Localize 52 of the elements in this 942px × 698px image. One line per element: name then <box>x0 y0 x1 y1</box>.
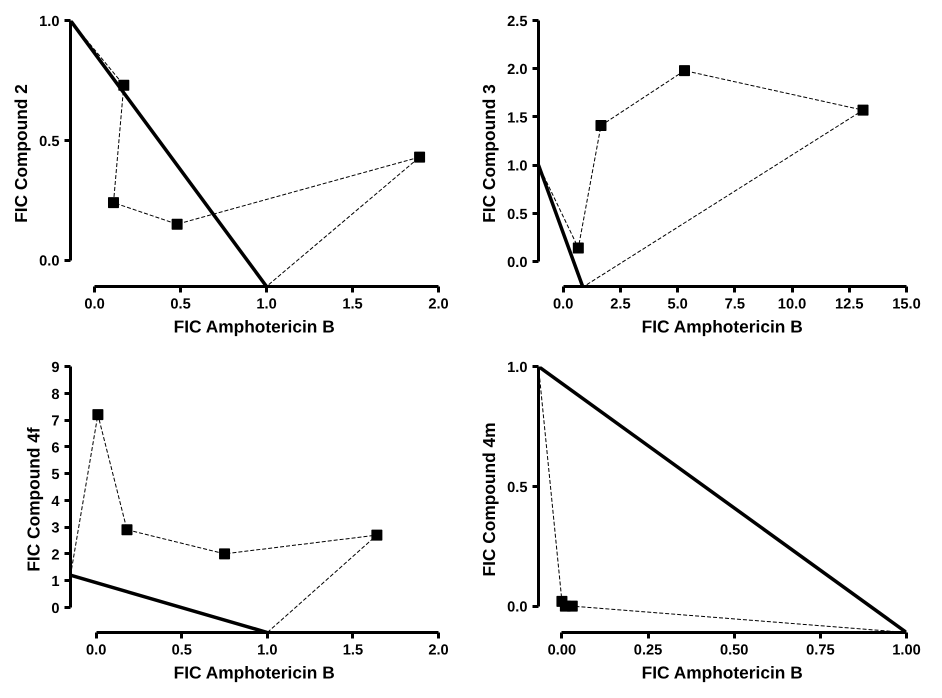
x-tick-label: 0.75 <box>806 642 835 658</box>
x-tick-label: 0.00 <box>548 642 576 658</box>
y-tick-label: 1.0 <box>507 158 528 175</box>
y-tick-label: 9 <box>51 360 60 376</box>
x-tick-label: 0.0 <box>553 296 574 312</box>
y-tick-label: 3 <box>51 520 60 537</box>
x-tick-label: 2.0 <box>428 642 449 658</box>
x-tick-label: 1.5 <box>342 296 363 312</box>
x-axis-title: FIC Amphotericin B <box>642 662 803 682</box>
y-tick-label: 0.0 <box>39 254 60 270</box>
x-tick-label: 2.5 <box>610 296 631 312</box>
x-tick-label: 10.0 <box>778 296 806 312</box>
y-axis-title: FIC Compound 3 <box>479 84 500 223</box>
x-tick-label: 0.0 <box>86 642 106 658</box>
y-tick-label: 1.5 <box>507 110 528 126</box>
y-tick-label: 0 <box>51 600 60 617</box>
y-tick-label: 0.0 <box>507 600 528 616</box>
x-tick-label: 1.0 <box>256 296 277 312</box>
y-tick-label: 1.0 <box>507 360 528 376</box>
y-tick-label: 1.0 <box>39 14 60 30</box>
x-tick-label: 0.5 <box>172 642 192 658</box>
x-tick-label: 0.50 <box>720 642 748 658</box>
y-tick-label: 0.5 <box>39 134 60 150</box>
x-tick-label: 1.00 <box>892 642 921 658</box>
y-tick-label: 6 <box>51 440 60 456</box>
y-tick-label: 4 <box>51 494 60 510</box>
x-tick-label: 1.0 <box>257 642 278 658</box>
y-tick-label: 2.5 <box>507 14 528 30</box>
y-axis-title: FIC Compound 2 <box>11 84 32 223</box>
x-tick-label: 2.0 <box>428 296 449 312</box>
y-tick-label: 0.5 <box>507 480 528 496</box>
x-axis-title: FIC Amphotericin B <box>642 316 803 336</box>
x-tick-label: 0.5 <box>170 296 191 312</box>
y-tick-label: 1 <box>51 574 60 590</box>
x-tick-label: 0.25 <box>634 642 662 658</box>
x-tick-label: 12.5 <box>835 296 864 312</box>
y-tick-label: 7 <box>51 414 60 430</box>
x-tick-label: 1.5 <box>342 642 364 658</box>
x-tick-label: 7.5 <box>724 296 746 312</box>
x-axis-title: FIC Amphotericin B <box>174 316 335 336</box>
x-axis-title: FIC Amphotericin B <box>174 662 335 682</box>
y-tick-label: 2.0 <box>507 62 528 78</box>
y-axis-title: FIC Compound 4f <box>23 427 44 572</box>
y-axis-title: FIC Compound 4m <box>479 422 500 577</box>
y-tick-label: 0.5 <box>507 206 528 223</box>
y-tick-label: 2 <box>51 547 60 564</box>
y-tick-label: 5 <box>51 467 60 484</box>
y-tick-label: 0.0 <box>507 254 528 271</box>
x-tick-label: 15.0 <box>892 296 921 312</box>
y-tick-label: 8 <box>51 386 60 403</box>
x-tick-label: 5.0 <box>667 296 688 312</box>
x-tick-label: 0.0 <box>84 296 105 312</box>
